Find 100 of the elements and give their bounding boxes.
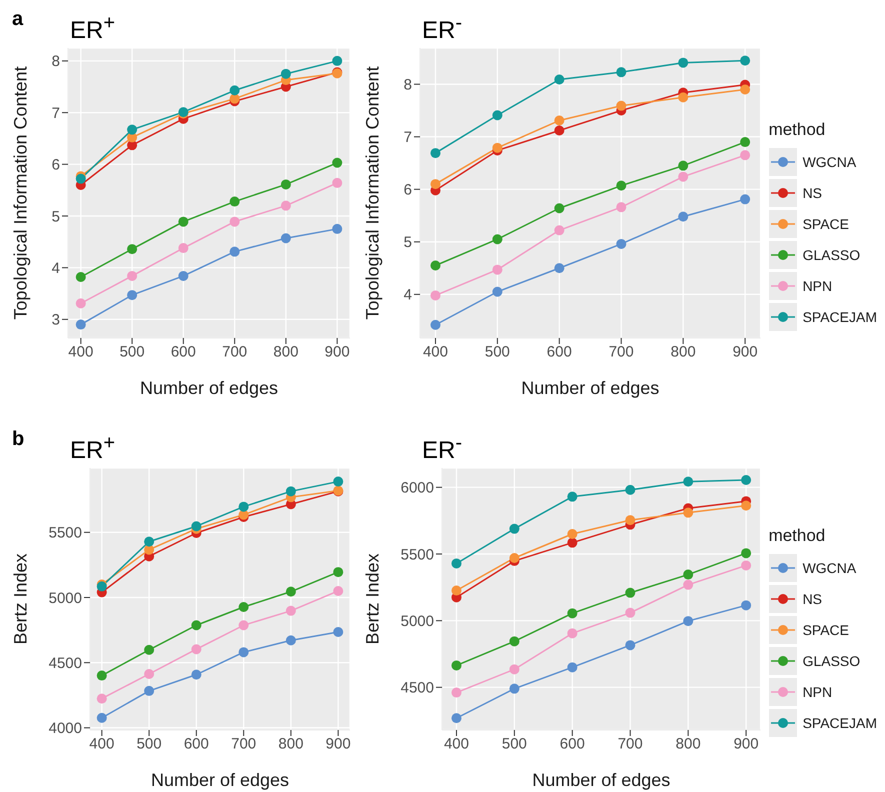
point [741, 600, 752, 610]
point [567, 662, 578, 672]
x-tick-label: 500 [136, 736, 162, 753]
point [509, 684, 520, 694]
x-tick-label: 700 [231, 736, 256, 753]
point [554, 263, 564, 274]
point [492, 234, 502, 244]
point [178, 270, 188, 281]
point [333, 586, 344, 596]
y-tick-label: 4500 [400, 680, 434, 697]
point [451, 713, 462, 724]
point [178, 243, 188, 254]
point [451, 586, 462, 596]
point [430, 179, 440, 190]
point [678, 212, 688, 222]
legend-label: WGCNA [802, 154, 856, 170]
point [492, 142, 502, 153]
x-tick-label: 800 [273, 344, 298, 361]
y-tick-label: 8 [404, 76, 412, 94]
point [509, 524, 520, 534]
point [280, 200, 291, 211]
x-tick-label: 700 [618, 736, 643, 753]
y-tick-label: 5000 [48, 590, 82, 607]
x-tick-label: 700 [222, 344, 248, 361]
point [741, 475, 752, 485]
point [76, 298, 86, 308]
point [616, 180, 626, 191]
y-tick-label: 4 [52, 260, 60, 278]
point [451, 660, 462, 670]
point [286, 606, 296, 616]
y-tick-label: 8 [52, 53, 60, 70]
x-tick-label: 600 [184, 736, 209, 753]
point [230, 246, 240, 257]
point [333, 476, 344, 487]
y-tick-label: 6 [52, 156, 60, 174]
point [492, 110, 502, 120]
x-tick-label: 600 [170, 344, 196, 361]
point [554, 125, 564, 136]
point [554, 116, 564, 126]
point [509, 664, 520, 674]
point [76, 320, 86, 330]
y-tick-label: 5500 [48, 524, 82, 542]
text: b [12, 428, 24, 451]
point [191, 644, 202, 654]
y-tick-label: 4000 [48, 720, 82, 738]
x-tick-label: 600 [560, 736, 585, 753]
point [451, 558, 462, 568]
point [332, 224, 342, 234]
point [567, 492, 578, 502]
point [430, 148, 440, 158]
legend-label: NS [802, 590, 822, 606]
legend-label: GLASSO [802, 652, 860, 668]
legend-label: NS [802, 184, 822, 200]
y-tick-label: 5 [52, 208, 60, 226]
point [76, 174, 86, 184]
point [230, 196, 240, 207]
y-tick-label: 7 [404, 129, 412, 146]
point [191, 620, 202, 630]
legend-label: NPN [802, 278, 832, 294]
point [741, 560, 752, 570]
point [554, 225, 564, 236]
point [625, 588, 636, 598]
point [238, 602, 249, 612]
point [191, 670, 202, 680]
x-axis-title: Number of edges [140, 378, 278, 398]
x-axis-title: Number of edges [150, 770, 290, 790]
legend-label: SPACE [802, 622, 849, 638]
point [144, 686, 154, 696]
chart-title: ER$^{+}$ [70, 432, 116, 465]
x-tick-label: 900 [734, 736, 759, 753]
point [127, 244, 138, 254]
point [280, 233, 291, 244]
point [567, 538, 578, 548]
point [230, 216, 240, 227]
x-tick-label: 400 [444, 736, 469, 753]
point [286, 486, 296, 496]
point [740, 84, 750, 95]
point [616, 202, 626, 212]
point [509, 553, 520, 563]
point [286, 635, 296, 646]
y-tick-label: 6 [404, 182, 412, 199]
x-tick-label: 700 [608, 344, 634, 361]
legend-title: method [768, 526, 826, 546]
point [178, 216, 188, 227]
chart-title: ER$^{-}$ [422, 12, 462, 45]
point [683, 570, 694, 580]
point [127, 124, 138, 135]
point [127, 270, 138, 281]
y-tick-label: 7 [52, 104, 60, 122]
point [332, 178, 342, 188]
point [96, 712, 107, 723]
point [127, 290, 138, 300]
x-tick-label: 500 [502, 736, 527, 753]
point [616, 238, 626, 249]
x-tick-label: 900 [324, 344, 350, 361]
x-tick-label: 900 [732, 344, 758, 361]
x-axis-title: Number of edges [532, 770, 670, 790]
point [238, 502, 249, 512]
point [683, 476, 694, 487]
point [740, 137, 750, 148]
